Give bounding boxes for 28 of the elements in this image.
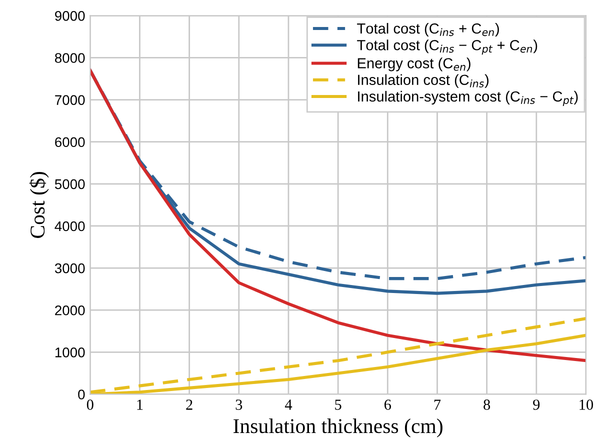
y-tick-label: 2000: [55, 305, 85, 316]
x-tick-label: 1: [137, 400, 143, 410]
y-tick-label: 9000: [55, 11, 85, 21]
x-tick-label: 2: [186, 400, 192, 410]
legend-label: Total cost (C$_{ins}$ − C$_{pt}$ + C$_{en}$): [357, 40, 538, 55]
x-tick-label: 8: [484, 400, 490, 410]
y-tick-label: 4000: [54, 221, 85, 232]
x-tick-label: 0: [86, 400, 94, 410]
y-tick-label: 5000: [54, 179, 85, 190]
legend-label: Insulation cost (C$_{ins}$): [358, 74, 489, 88]
legend-label: Insulation-system cost (C$_{ins}$ − C$_{pt}$): [358, 90, 578, 106]
legend-label: Energy cost (C$_{en}$): [358, 58, 470, 72]
x-tick-label: 10: [580, 400, 594, 410]
x-tick-label: 3: [236, 400, 242, 410]
y-tick-label: 7000: [55, 95, 85, 105]
y-tick-label: 6000: [55, 137, 85, 148]
y-tick-label: 1000: [55, 348, 85, 358]
x-axis-title: Insulation thickness (cm): [234, 418, 442, 438]
x-tick-label: 6: [384, 400, 392, 410]
x-tick-label: 7: [434, 400, 441, 410]
y-tick-label: 3000: [54, 263, 85, 274]
x-tick-label: 9: [533, 400, 540, 410]
y-axis-title: Cost ($): [29, 172, 49, 238]
y-tick-label: 8000: [55, 53, 85, 63]
legend-label: Total cost (C$_{ins}$ + C$_{en}$): [357, 22, 499, 37]
x-tick-label: 4: [284, 400, 292, 410]
x-tick-label: 5: [335, 400, 342, 410]
y-tick-label: 0: [78, 390, 85, 400]
